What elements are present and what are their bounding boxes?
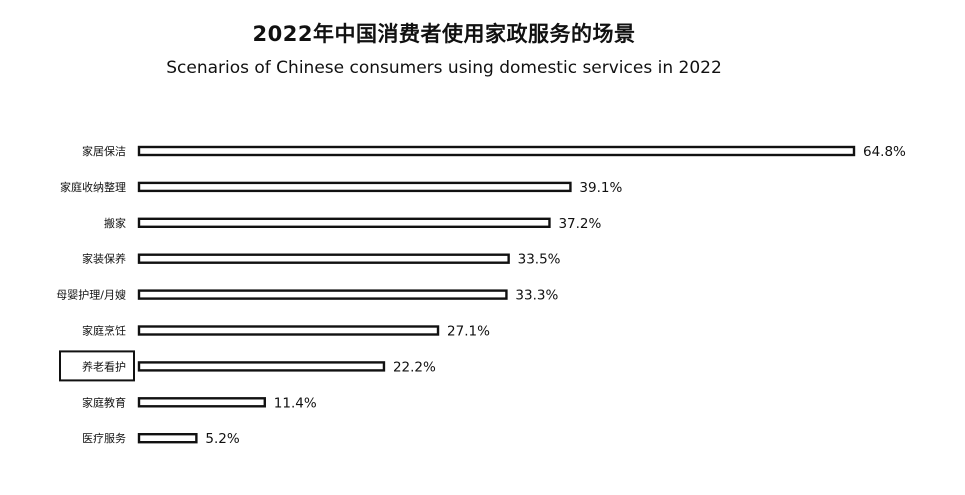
chart-subtitle: Scenarios of Chinese consumers using dom… (166, 58, 722, 78)
value-label: 5.2% (205, 431, 239, 447)
category-label: 家庭收纳整理 (60, 180, 126, 194)
value-label: 37.2% (558, 216, 601, 232)
category-label: 母婴护理/月嫂 (56, 288, 126, 302)
value-label: 11.4% (274, 395, 317, 411)
bar (137, 181, 572, 193)
value-label: 27.1% (447, 324, 490, 340)
bar (137, 433, 198, 444)
category-label: 医疗服务 (82, 431, 126, 445)
bar (137, 361, 386, 372)
bar (137, 325, 440, 336)
bar (137, 217, 551, 229)
value-label: 39.1% (579, 180, 622, 196)
value-label: 22.2% (393, 359, 436, 375)
category-label: 家居保洁 (82, 144, 126, 158)
category-label: 家庭教育 (82, 395, 126, 409)
bar (137, 145, 856, 157)
chart-title: 2022年中国消费者使用家政服务的场景 (252, 22, 636, 46)
bar (137, 289, 508, 300)
bar (137, 397, 266, 408)
category-label: 家装保养 (82, 252, 126, 266)
category-label: 养老看护 (82, 359, 126, 373)
category-label: 搬家 (104, 216, 126, 230)
value-label: 33.5% (518, 252, 561, 268)
value-label: 64.8% (863, 144, 906, 160)
highlight-box (59, 350, 135, 382)
value-label: 33.3% (515, 288, 558, 304)
bar (137, 253, 510, 264)
category-label: 家庭烹饪 (82, 324, 126, 338)
